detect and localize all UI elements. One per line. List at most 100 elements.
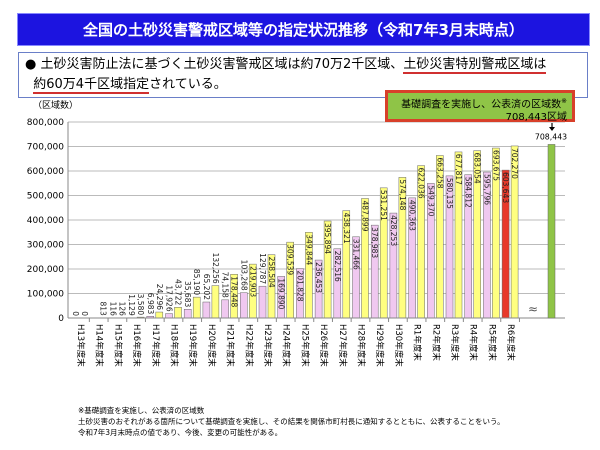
x-tick-label: H15年度末 — [112, 324, 123, 367]
bar — [183, 309, 192, 319]
data-label: 428,253 — [389, 215, 398, 246]
x-tick-label: H19年度末 — [187, 324, 198, 367]
data-label: 258,504 — [267, 257, 276, 288]
x-tick-label: R1年度末 — [412, 324, 423, 361]
x-tick-label: H28年度末 — [356, 324, 367, 367]
bar — [192, 296, 201, 319]
summary-highlight: 土砂災害特別警戒区域は — [403, 57, 547, 74]
bar — [258, 285, 267, 319]
bar — [240, 292, 248, 319]
x-tick-label: R5年度末 — [486, 324, 497, 361]
summary-box: ● 土砂災害防止法に基づく土砂災害警戒区域は約70万2千区域、土砂災害特別警戒区… — [18, 52, 588, 98]
data-label: 574,148 — [398, 179, 407, 210]
footnote-line: 令和7年3月末時点の値であり、今後、変更の可能性がある。 — [78, 428, 283, 437]
y-tick-label: 0 — [58, 314, 64, 324]
x-tick-label: H27年度末 — [337, 324, 348, 367]
data-label: 126 — [117, 302, 126, 317]
y-tick-label: 500,000 — [27, 192, 64, 202]
x-tick-label: H13年度末 — [75, 324, 86, 367]
arrow-head-icon — [549, 127, 555, 131]
x-tick-label: H14年度末 — [94, 324, 105, 367]
data-label: 331,466 — [352, 239, 361, 270]
data-label: 309,539 — [286, 244, 295, 275]
data-label: 219,903 — [248, 266, 257, 297]
data-label: 132,256 — [211, 253, 220, 284]
data-label: 201,828 — [295, 271, 304, 302]
data-label: 438,321 — [342, 213, 351, 244]
data-label: 169,890 — [277, 278, 286, 309]
x-tick-label: H21年度末 — [225, 324, 236, 367]
data-label: 708,443 — [535, 132, 567, 141]
bar — [211, 285, 220, 319]
summary-text: されている。 — [149, 77, 227, 92]
data-label: 378,983 — [370, 227, 379, 258]
y-tick-label: 300,000 — [27, 241, 64, 251]
x-tick-label: H30年度末 — [393, 324, 404, 367]
data-label: 395,894 — [323, 223, 332, 254]
data-label: 693,675 — [491, 150, 500, 181]
y-tick-label: 600,000 — [27, 167, 64, 177]
bar — [202, 301, 211, 319]
data-label: 24,296 — [155, 284, 164, 310]
data-label: 74,158 — [221, 272, 230, 298]
y-tick-label: 200,000 — [27, 265, 64, 275]
data-label: 683,054 — [473, 153, 482, 184]
footnote-line: 土砂災害のおそれがある箇所について基礎調査を実施し、その結果を関係市町村長に通知… — [78, 417, 505, 426]
data-label: 178,448 — [230, 276, 239, 307]
y-tick-label: 800,000 — [27, 118, 64, 128]
page-title: 全国の土砂災害警戒区域等の指定状況推移（令和7年3月末時点） — [17, 13, 590, 46]
y-tick-label: 100,000 — [27, 290, 64, 300]
x-tick-label: R3年度末 — [449, 324, 460, 361]
data-label: 0 — [80, 311, 89, 316]
data-label: 0 — [71, 311, 80, 316]
data-label: 603,643 — [501, 172, 510, 203]
data-label: 622,036 — [417, 168, 426, 199]
data-label: 129,787 — [258, 253, 267, 284]
summary-highlight: 約60万4千区域指定 — [33, 77, 150, 94]
data-label: 584,812 — [464, 177, 473, 208]
footnote-line: ※基礎調査を実施し、公表済の区域数 — [78, 406, 205, 415]
footnote: ※基礎調査を実施し、公表済の区域数 土砂災害のおそれがある箇所について基礎調査を… — [78, 405, 505, 438]
data-label: 1,129 — [127, 294, 136, 316]
callout-mark: ※ — [561, 97, 567, 105]
data-label: 490,363 — [408, 200, 417, 231]
x-tick-label: H18年度末 — [169, 324, 180, 367]
x-tick-label: R2年度末 — [430, 324, 441, 361]
data-label: 17,926 — [165, 285, 174, 311]
x-tick-label: H20年度末 — [206, 324, 217, 367]
y-tick-label: 400,000 — [27, 216, 64, 226]
bar — [174, 307, 182, 319]
callout-value: 708,443区域 — [505, 112, 567, 124]
bar-published — [547, 144, 556, 319]
data-label: 282,516 — [333, 251, 342, 282]
x-tick-label: H25年度末 — [299, 324, 310, 367]
data-label: 3,580 — [136, 294, 145, 316]
data-label: 487,899 — [361, 200, 370, 231]
data-label: 103,268 — [239, 260, 248, 291]
x-tick-label: H22年度末 — [243, 324, 254, 367]
x-tick-label: R4年度末 — [468, 324, 479, 361]
data-label: 677,817 — [454, 154, 463, 185]
bar — [155, 311, 164, 319]
data-label: 813 — [99, 301, 108, 316]
data-label: 595,796 — [482, 174, 491, 205]
x-tick-label: H16年度末 — [131, 324, 142, 367]
bar — [165, 313, 173, 319]
data-label: 116 — [108, 302, 117, 317]
x-tick-label: R6年度末 — [505, 324, 516, 361]
x-tick-label: H29年度末 — [374, 324, 385, 367]
axis-break-icon: ≈ — [528, 302, 538, 316]
x-tick-label: H24年度末 — [281, 324, 292, 367]
y-axis-label: （区域数） — [33, 101, 79, 111]
data-label: 663,258 — [435, 158, 444, 189]
summary-text: 土砂災害防止法に基づく土砂災害警戒区域は約70万2千区域、 — [40, 57, 404, 72]
callout-box: 基礎調査を実施し、公表済の区域数※ 708,443区域 — [385, 90, 575, 124]
data-label: 236,453 — [314, 262, 323, 293]
data-label: 580,135 — [445, 178, 454, 209]
x-tick-label: H23年度末 — [262, 324, 273, 367]
data-label: 35,683 — [183, 281, 192, 307]
data-label: 702,270 — [510, 148, 519, 179]
data-label: 65,202 — [202, 274, 211, 300]
data-label: 43,722 — [174, 279, 183, 305]
